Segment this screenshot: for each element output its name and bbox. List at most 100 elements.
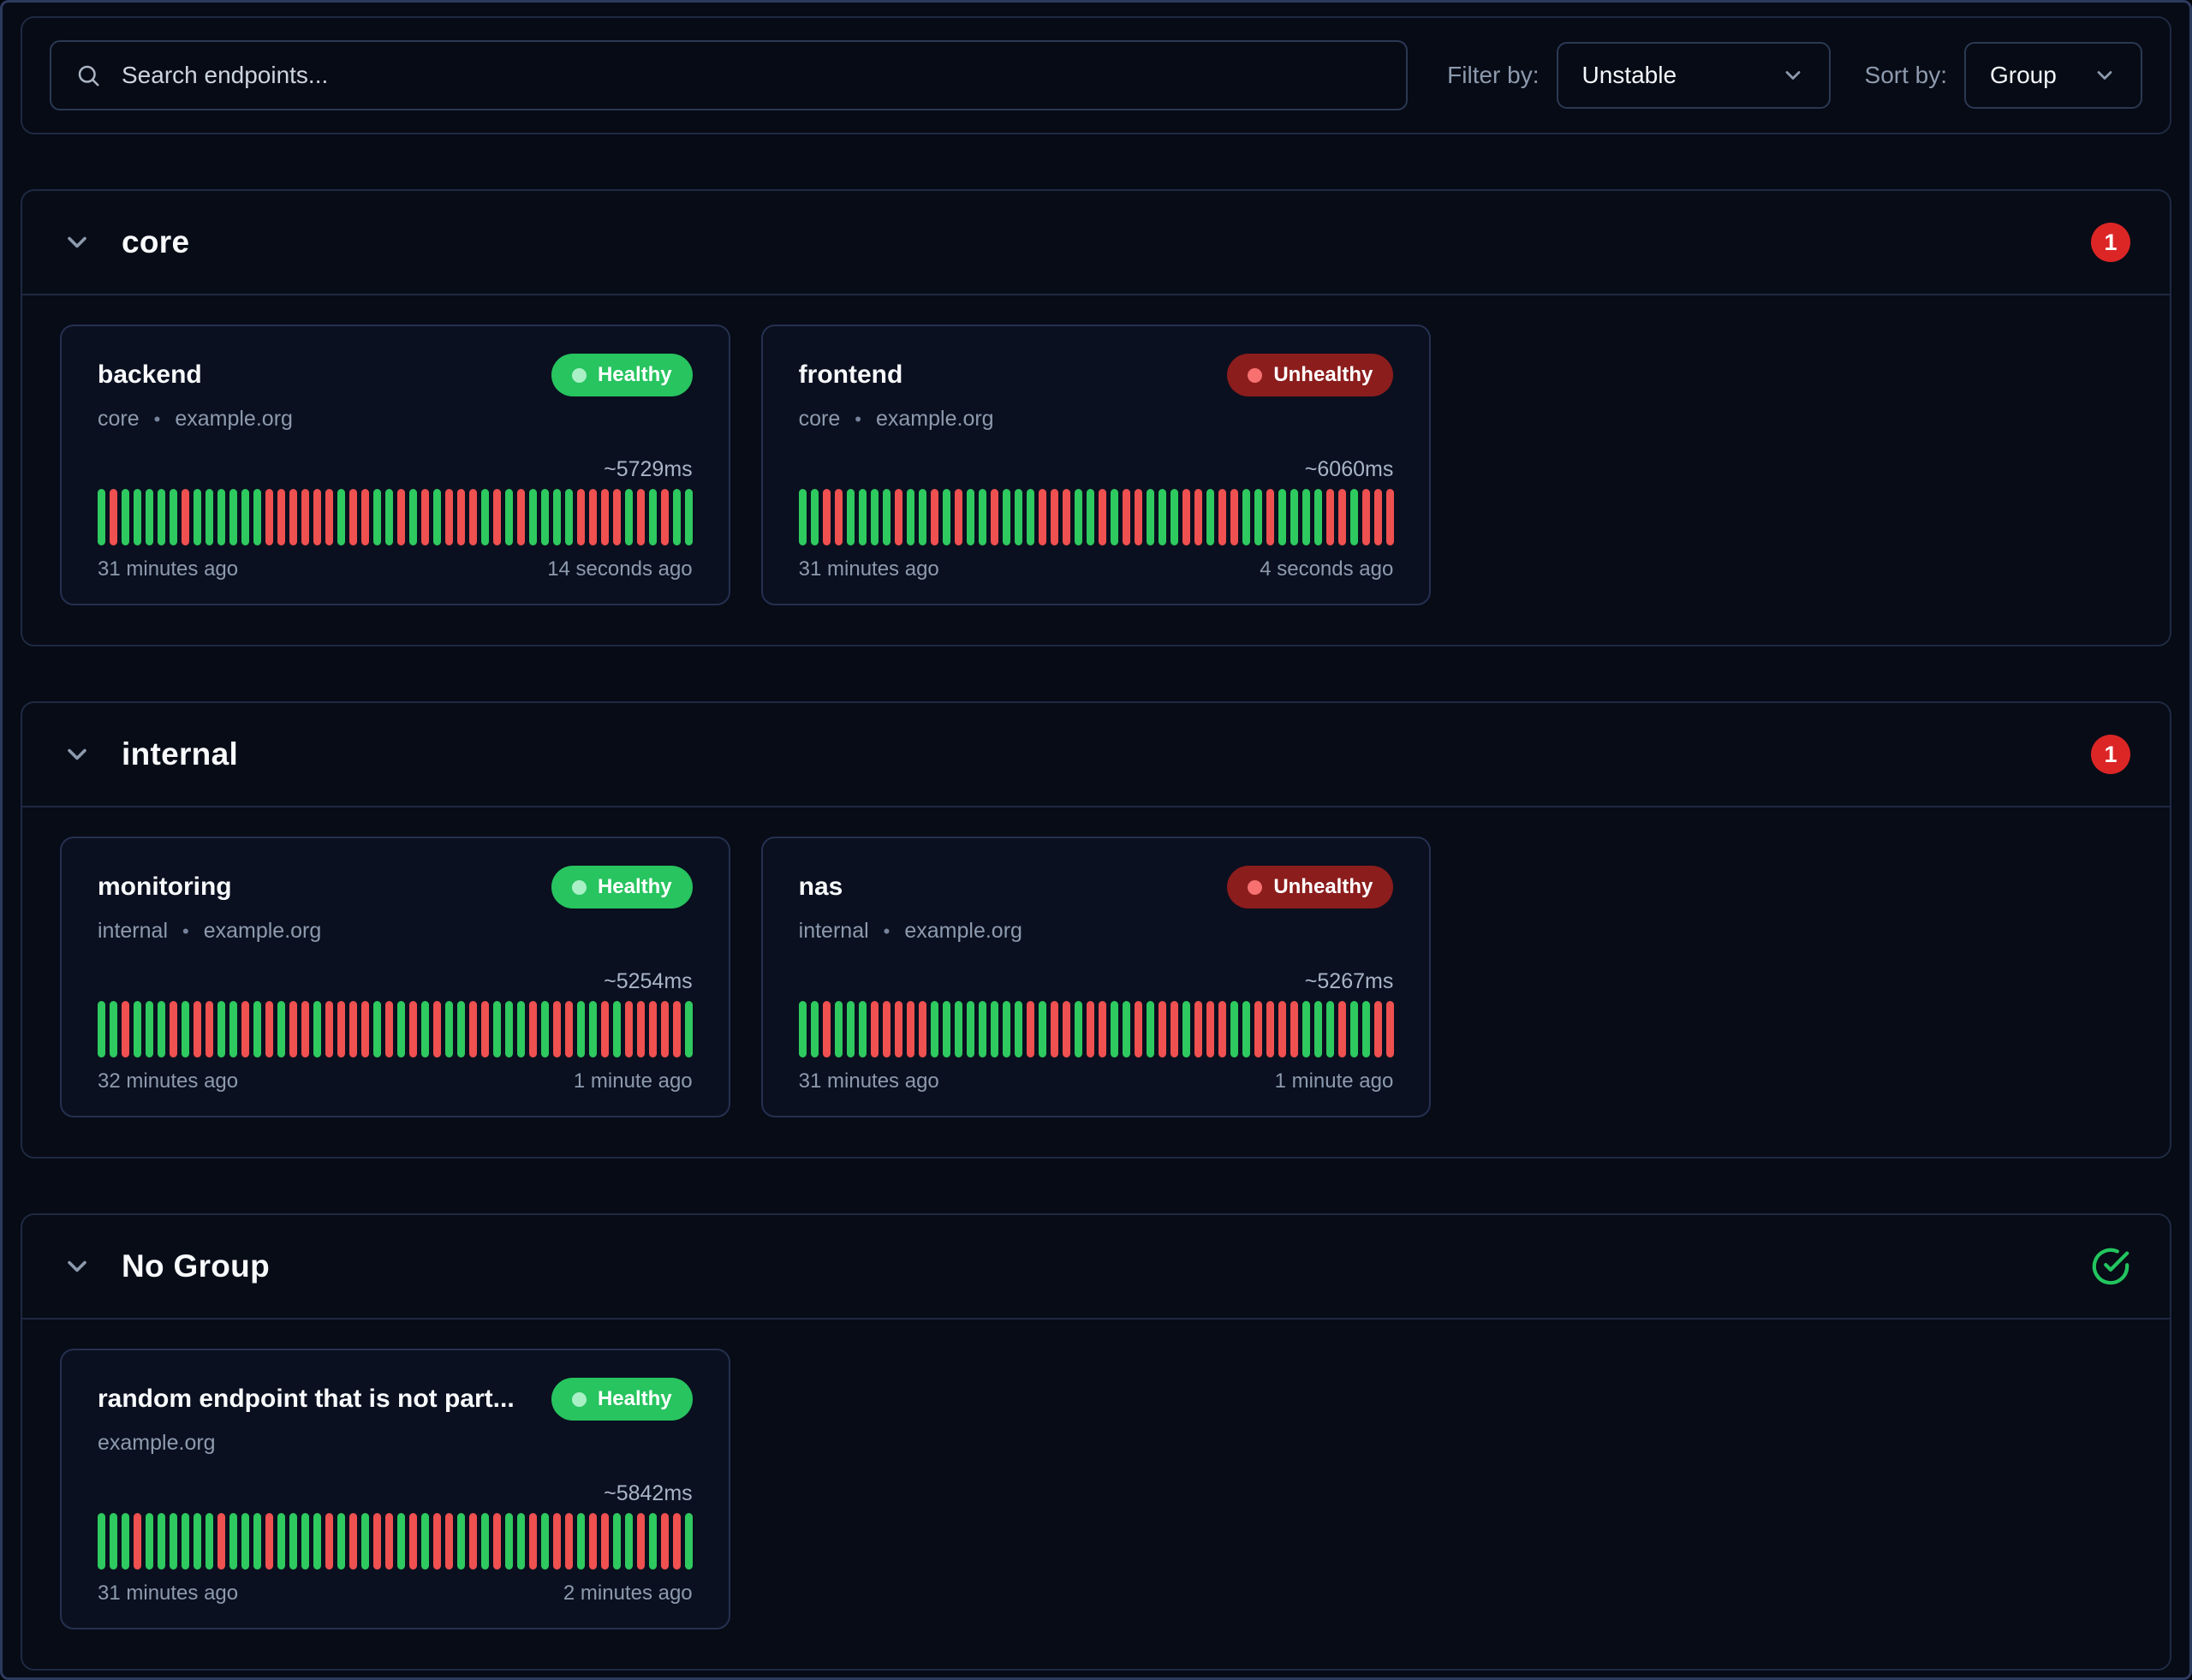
health-bar-down[interactable]: [397, 489, 405, 545]
health-bar-down[interactable]: [661, 1001, 669, 1057]
health-bar-up[interactable]: [1230, 1001, 1238, 1057]
health-bar-down[interactable]: [409, 1513, 417, 1570]
health-bar-up[interactable]: [206, 489, 213, 545]
health-bar-up[interactable]: [1110, 1001, 1118, 1057]
health-bar-down[interactable]: [1158, 1001, 1166, 1057]
health-bar-up[interactable]: [481, 489, 489, 545]
health-bar-up[interactable]: [685, 1001, 693, 1057]
health-bar-up[interactable]: [253, 1001, 261, 1057]
health-bar-up[interactable]: [253, 1513, 261, 1570]
health-bar-up[interactable]: [217, 489, 225, 545]
health-bar-down[interactable]: [217, 1513, 225, 1570]
health-bar-up[interactable]: [1158, 489, 1166, 545]
health-bar-down[interactable]: [134, 1513, 141, 1570]
health-bar-down[interactable]: [1337, 1001, 1346, 1057]
health-bar-up[interactable]: [337, 1513, 345, 1570]
health-bar-down[interactable]: [325, 489, 333, 545]
health-bar-down[interactable]: [1026, 1001, 1034, 1057]
health-bar-up[interactable]: [98, 1513, 105, 1570]
health-bar-down[interactable]: [373, 1513, 381, 1570]
health-bar-up[interactable]: [673, 489, 681, 545]
health-bar-up[interactable]: [158, 1001, 165, 1057]
health-bar-up[interactable]: [445, 1001, 453, 1057]
health-bar-up[interactable]: [1014, 1001, 1022, 1057]
health-bar-down[interactable]: [301, 1001, 309, 1057]
health-bar-up[interactable]: [1349, 489, 1358, 545]
health-bar-down[interactable]: [1098, 1001, 1106, 1057]
health-bar-up[interactable]: [229, 489, 237, 545]
health-bar-down[interactable]: [194, 1001, 201, 1057]
health-bar-up[interactable]: [1074, 1001, 1082, 1057]
health-bar-up[interactable]: [146, 1513, 153, 1570]
health-bar-down[interactable]: [325, 1513, 333, 1570]
health-bar-up[interactable]: [1038, 1001, 1046, 1057]
health-bar-up[interactable]: [337, 489, 345, 545]
endpoint-card[interactable]: nas Unhealthy internal • example.org ~5267…: [760, 837, 1432, 1117]
health-bar-up[interactable]: [529, 489, 537, 545]
health-bar-up[interactable]: [122, 1513, 129, 1570]
health-bar-up[interactable]: [1014, 489, 1022, 545]
health-bar-up[interactable]: [1313, 489, 1322, 545]
health-bar-down[interactable]: [673, 1513, 681, 1570]
health-bar-down[interactable]: [433, 1513, 441, 1570]
health-bar-down[interactable]: [637, 489, 645, 545]
health-bar-up[interactable]: [942, 489, 950, 545]
health-bar-down[interactable]: [349, 489, 357, 545]
health-bar-up[interactable]: [553, 489, 561, 545]
health-bar-up[interactable]: [241, 1513, 249, 1570]
health-bar-down[interactable]: [1086, 1001, 1094, 1057]
health-bar-up[interactable]: [834, 1001, 843, 1057]
health-bar-down[interactable]: [469, 1001, 477, 1057]
health-bar-down[interactable]: [1385, 1001, 1394, 1057]
health-bar-up[interactable]: [1278, 489, 1286, 545]
health-bar-up[interactable]: [685, 489, 693, 545]
endpoint-card[interactable]: monitoring Healthy internal • example.org …: [60, 837, 730, 1117]
health-bar-up[interactable]: [1146, 489, 1154, 545]
health-bar-up[interactable]: [978, 1001, 986, 1057]
health-bar-down[interactable]: [601, 489, 609, 545]
health-bar-up[interactable]: [421, 1513, 429, 1570]
health-bar-up[interactable]: [990, 1001, 998, 1057]
health-bar-down[interactable]: [265, 1001, 273, 1057]
health-bar-down[interactable]: [206, 1001, 213, 1057]
health-bar-down[interactable]: [1254, 1001, 1262, 1057]
health-bar-down[interactable]: [822, 489, 831, 545]
health-bar-down[interactable]: [1218, 1001, 1226, 1057]
health-bar-up[interactable]: [613, 1513, 621, 1570]
health-bar-down[interactable]: [182, 489, 189, 545]
health-bar-up[interactable]: [146, 489, 153, 545]
health-bar-down[interactable]: [469, 489, 477, 545]
health-bar-down[interactable]: [385, 1513, 393, 1570]
health-bar-down[interactable]: [1266, 1001, 1274, 1057]
health-bar-up[interactable]: [685, 1513, 693, 1570]
health-bar-down[interactable]: [954, 489, 962, 545]
health-bar-up[interactable]: [277, 1513, 285, 1570]
health-bar-down[interactable]: [529, 1001, 537, 1057]
health-bar-up[interactable]: [481, 1513, 489, 1570]
health-bar-up[interactable]: [541, 489, 549, 545]
health-bar-up[interactable]: [918, 489, 926, 545]
health-bar-up[interactable]: [1146, 1001, 1154, 1057]
health-bar-down[interactable]: [1373, 1001, 1382, 1057]
health-bar-up[interactable]: [194, 1513, 201, 1570]
health-bar-up[interactable]: [182, 1513, 189, 1570]
health-bar-down[interactable]: [1278, 1001, 1286, 1057]
health-bar-up[interactable]: [122, 489, 129, 545]
health-bar-down[interactable]: [1230, 489, 1238, 545]
health-bar-up[interactable]: [98, 1001, 105, 1057]
health-bar-up[interactable]: [217, 1001, 225, 1057]
health-bar-down[interactable]: [265, 1513, 273, 1570]
health-bar-down[interactable]: [882, 1001, 890, 1057]
health-bar-up[interactable]: [1361, 1001, 1370, 1057]
health-bar-up[interactable]: [1302, 489, 1310, 545]
health-bar-up[interactable]: [1290, 489, 1298, 545]
health-bar-up[interactable]: [505, 489, 513, 545]
health-bar-up[interactable]: [361, 1513, 369, 1570]
health-bar-up[interactable]: [505, 1001, 513, 1057]
health-bar-up[interactable]: [134, 489, 141, 545]
health-bar-up[interactable]: [373, 1001, 381, 1057]
health-bar-up[interactable]: [397, 1513, 405, 1570]
health-bar-down[interactable]: [289, 1001, 297, 1057]
health-bar-down[interactable]: [265, 489, 273, 545]
health-bar-down[interactable]: [565, 1001, 573, 1057]
